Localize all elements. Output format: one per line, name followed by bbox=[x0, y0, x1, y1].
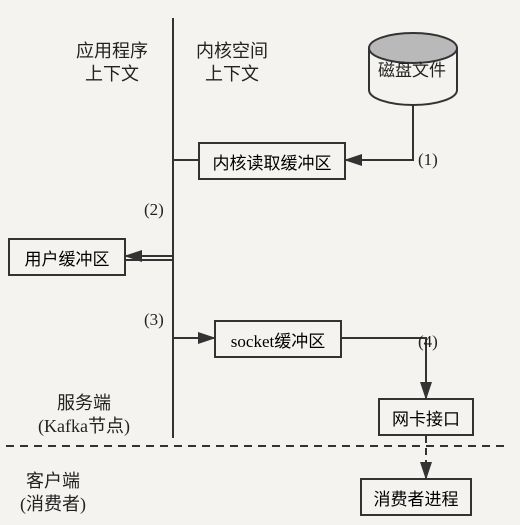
step-2-label: (2) bbox=[144, 200, 164, 220]
step-1-label: (1) bbox=[418, 150, 438, 170]
kernel-read-buffer-box: 内核读取缓冲区 bbox=[198, 142, 346, 180]
client-side-label: 客户端 (消费者) bbox=[20, 470, 86, 517]
server-side-label: 服务端 (Kafka节点) bbox=[38, 392, 130, 439]
kernel-read-buffer-text: 内核读取缓冲区 bbox=[213, 149, 332, 174]
step-3-label: (3) bbox=[144, 310, 164, 330]
kafka-zero-copy-diagram: 应用程序 上下文 内核空间 上下文 磁盘文件 内核读取缓冲区 用户缓冲区 soc… bbox=[0, 0, 520, 525]
socket-buffer-box: socket缓冲区 bbox=[214, 320, 342, 358]
nic-box: 网卡接口 bbox=[378, 398, 474, 436]
consumer-process-text: 消费者进程 bbox=[374, 485, 459, 510]
kernel-context-label: 内核空间 上下文 bbox=[196, 40, 268, 87]
user-buffer-text: 用户缓冲区 bbox=[25, 245, 110, 270]
consumer-process-box: 消费者进程 bbox=[360, 478, 472, 516]
socket-buffer-text: socket缓冲区 bbox=[231, 327, 325, 352]
user-buffer-box: 用户缓冲区 bbox=[8, 238, 126, 276]
disk-file-label: 磁盘文件 bbox=[378, 60, 446, 82]
nic-text: 网卡接口 bbox=[392, 405, 460, 430]
app-context-label: 应用程序 上下文 bbox=[76, 40, 148, 87]
step-4-label: (4) bbox=[418, 332, 438, 352]
